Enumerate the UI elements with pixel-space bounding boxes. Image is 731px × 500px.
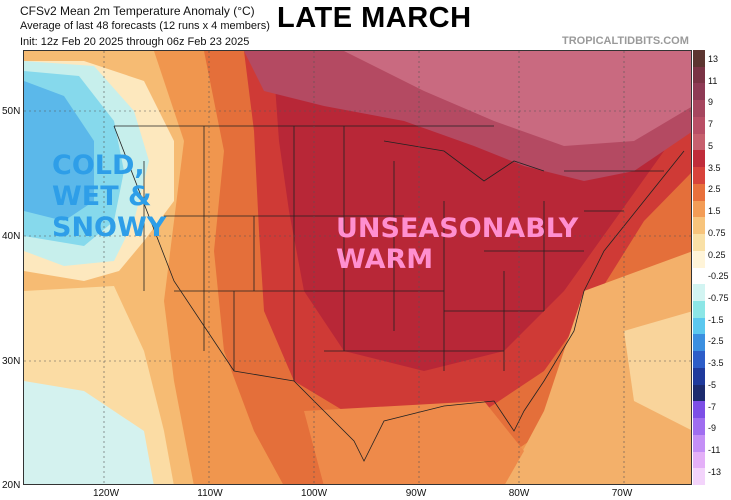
map-subtitle: Average of last 48 forecasts (12 runs x … (20, 20, 270, 32)
colorbar-label: 0.75 (708, 227, 726, 238)
pnw-deep-blue (24, 81, 94, 221)
colorbar-cell (693, 267, 705, 285)
colorbar-cell (693, 200, 705, 218)
atlantic-pale (624, 311, 691, 430)
colorbar-label: 7 (708, 119, 714, 130)
map-graphic (24, 51, 691, 484)
colorbar (693, 50, 705, 486)
anomaly-map (23, 50, 692, 485)
colorbar-label: 1.5 (708, 206, 721, 217)
colorbar-label: 9 (708, 97, 714, 108)
colorbar-cell (693, 317, 705, 335)
header: CFSv2 Mean 2m Temperature Anomaly (°C) A… (0, 0, 731, 50)
lat-label-40n: 40N (2, 231, 21, 242)
lon-label-110w: 110W (197, 488, 223, 499)
gulf-zone (304, 401, 524, 484)
atlantic-warm (505, 251, 691, 484)
colorbar-cell (693, 451, 705, 469)
state-borders (113, 125, 685, 462)
lat-label-50n: 50N (2, 106, 21, 117)
lon-label-70w: 70W (611, 488, 633, 499)
period-title: LATE MARCH (277, 2, 472, 34)
colorbar-label: -1.5 (708, 314, 724, 325)
colorbar-label: -11 (708, 445, 721, 456)
colorbar-cell (693, 217, 705, 235)
colorbar-cell (693, 100, 705, 118)
colorbar-cell (693, 66, 705, 84)
lon-label-90w: 90W (405, 488, 427, 499)
colorbar-label: -0.75 (708, 293, 729, 303)
lon-label-120w: 120W (92, 488, 120, 499)
colorbar-cell (693, 116, 705, 135)
colorbar-label: -5 (708, 379, 717, 390)
colorbar-cell (693, 133, 705, 151)
source-credit: TROPICALTIDBITS.COM (562, 35, 689, 47)
colorbar-cell (693, 334, 705, 352)
colorbar-cell (693, 234, 705, 252)
colorbar-cell (693, 167, 705, 185)
colorbar-label: 0.25 (708, 249, 726, 260)
warm-annotation-line: WARM (336, 244, 434, 275)
colorbar-label: 5 (708, 140, 714, 151)
colorbar-cell (693, 284, 705, 302)
colorbar-label: 13 (708, 54, 719, 64)
colorbar-cell (693, 468, 705, 486)
lon-label-100w: 100W (300, 488, 328, 499)
colorbar-label: -13 (708, 466, 722, 477)
lon-label-80w: 80W (508, 488, 530, 499)
cold-annotation-line: SNOWY (52, 212, 167, 243)
graticule (24, 51, 691, 484)
colorbar-label: -3.5 (708, 358, 724, 369)
cold-annotation: COLD, WET & SNOWY (52, 150, 166, 243)
colorbar-cell (693, 183, 705, 202)
colorbar-cell (693, 50, 705, 68)
colorbar-cell (693, 434, 705, 453)
colorbar-cell (693, 367, 705, 386)
pacific-cool (24, 381, 154, 484)
colorbar-label: 11 (708, 75, 718, 86)
colorbar-cell (693, 150, 705, 168)
colorbar-cell (693, 401, 705, 419)
init-time: Init: 12z Feb 20 2025 through 06z Feb 23… (20, 36, 250, 48)
colorbar-label: -2.5 (708, 336, 724, 347)
warm-annotation-line: UNSEASONABLY (336, 213, 579, 244)
colorbar-label: 3.5 (708, 162, 721, 173)
colorbar-cell (693, 418, 705, 436)
lat-label-30n: 30N (2, 356, 21, 367)
colorbar-label: -0.25 (708, 271, 729, 282)
colorbar-cell (693, 300, 705, 319)
map-title: CFSv2 Mean 2m Temperature Anomaly (°C) (20, 4, 255, 18)
colorbar-label: 2.5 (708, 184, 721, 195)
cold-annotation-line: COLD, (52, 150, 145, 181)
colorbar-cell (693, 83, 705, 101)
colorbar-cell (693, 351, 705, 369)
colorbar-cell (693, 384, 705, 402)
colorbar-label: -9 (708, 423, 717, 434)
warm-annotation: UNSEASONABLY WARM (336, 213, 578, 275)
pink-north (344, 51, 691, 146)
cold-annotation-line: WET & (52, 181, 152, 212)
colorbar-label: -7 (708, 401, 717, 412)
colorbar-cell (693, 250, 705, 268)
lat-label-20n: 20N (2, 480, 21, 491)
